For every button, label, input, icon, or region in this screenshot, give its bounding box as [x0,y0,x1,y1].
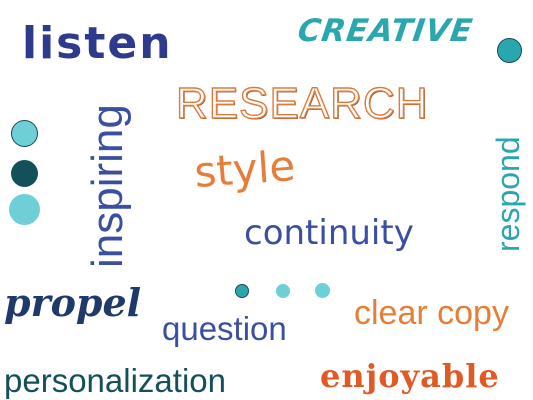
word-question: question [162,310,287,347]
word-continuity: continuity [244,213,414,253]
dot-decoration [276,284,290,298]
word-listen: listen [22,18,173,69]
word-inspiring: inspiring [83,88,132,268]
word-clear-copy: clear copy [354,294,509,332]
word-personalization: personalization [4,362,226,399]
word-style: style [192,141,297,197]
dot-decoration [235,284,249,298]
word-respond-text: respond [490,136,526,252]
word-inspiring-text: inspiring [83,104,132,268]
dot-decoration [497,38,522,63]
word-respond: respond [490,114,526,252]
dot-decoration [315,283,330,298]
dot-decoration [11,120,38,147]
dot-decoration [9,194,40,225]
word-propel: propel [4,280,142,325]
word-enjoyable: enjoyable [320,357,500,395]
word-research: RESEARCH [175,79,429,128]
word-creative: CREATIVE [295,13,476,49]
dot-decoration [11,160,38,187]
